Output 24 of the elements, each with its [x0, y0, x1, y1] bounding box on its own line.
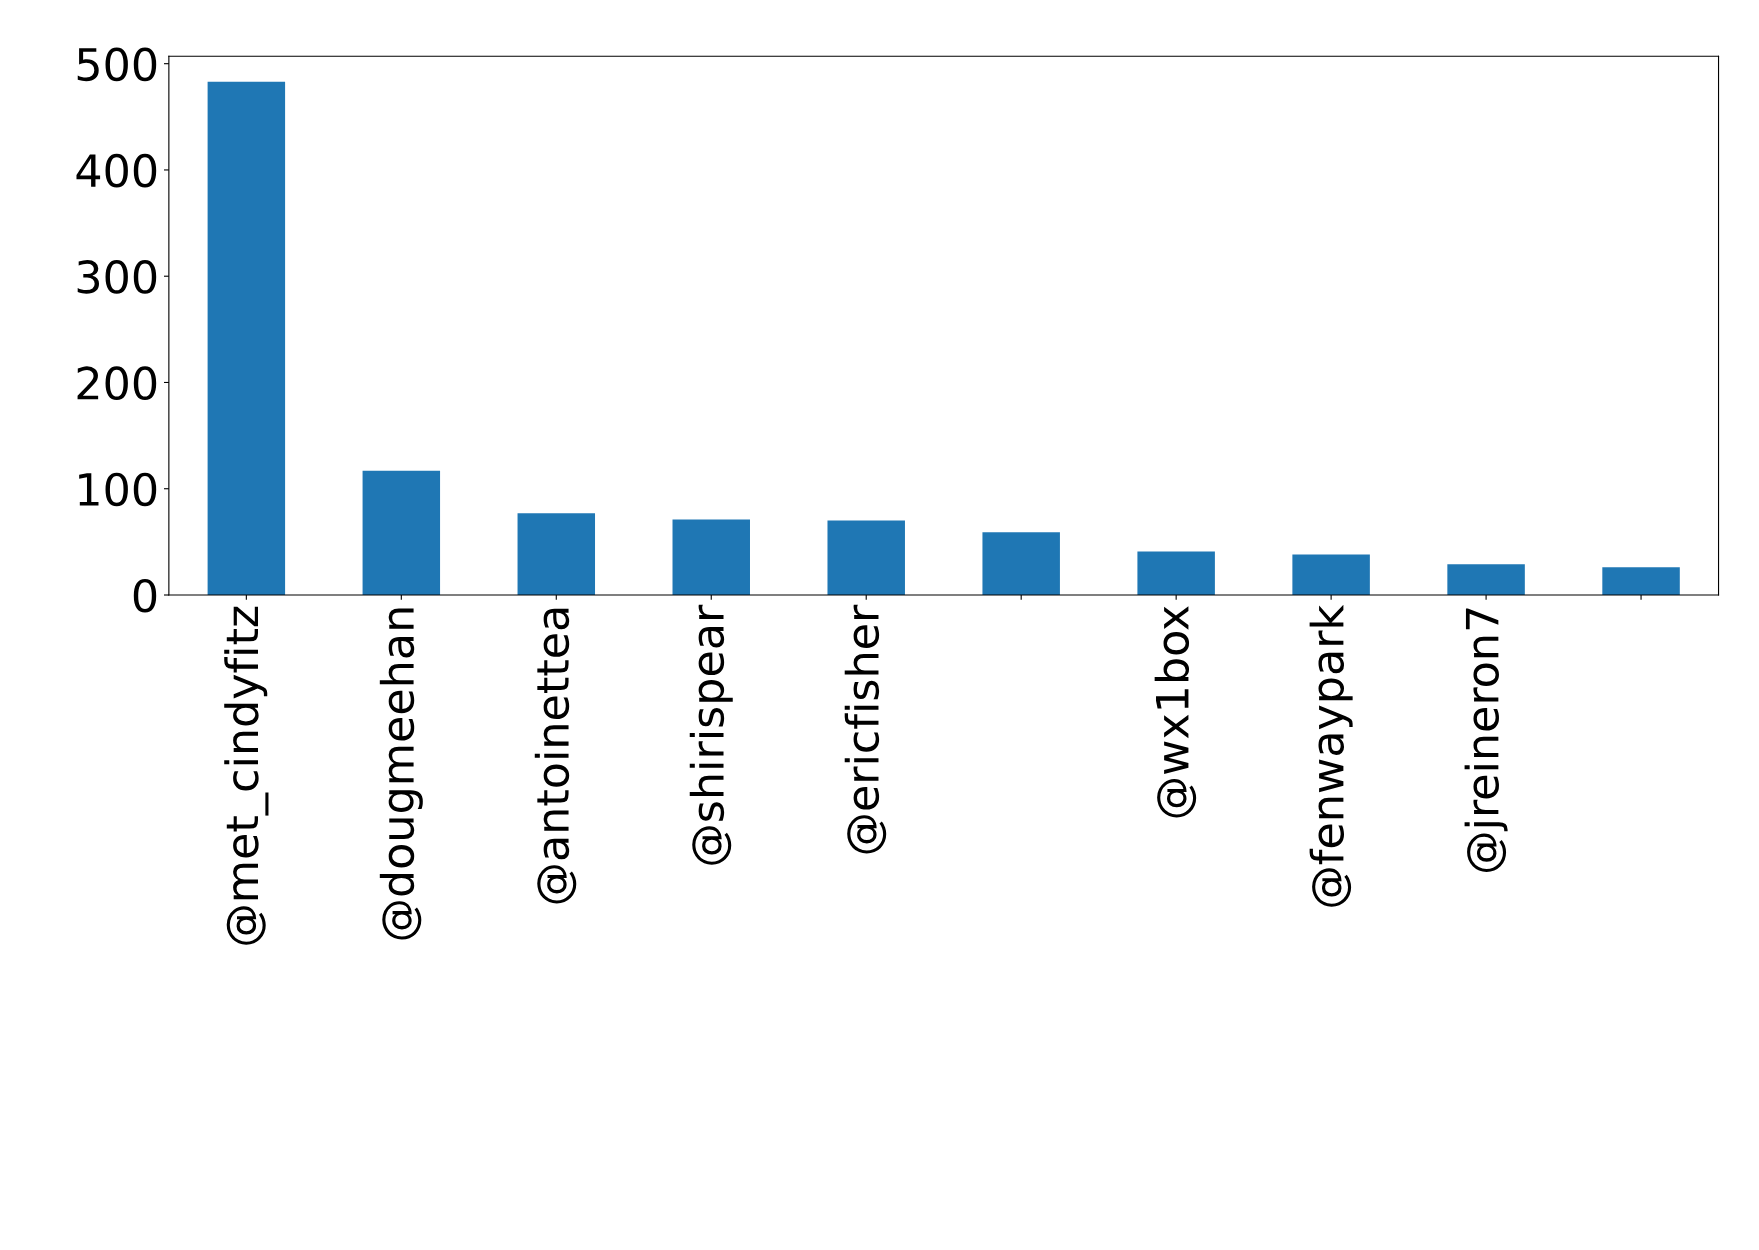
bar: [1137, 551, 1215, 595]
bar: [1602, 567, 1680, 595]
y-tick-label: 100: [79, 472, 157, 507]
y-tick-label: 500: [77, 47, 157, 82]
x-tick-label: @wx1box: [1154, 606, 1197, 818]
x-tick-label: @dougmeehan: [379, 608, 423, 940]
bar: [517, 513, 596, 595]
y-tick-label: 400: [76, 153, 157, 188]
x-tick-label: @met_cindyfitz: [224, 606, 269, 945]
x-tick-label: @ericfisher: [844, 604, 887, 854]
x-tick-label: @antoinettea: [534, 608, 577, 904]
y-tick-label: 0: [133, 578, 157, 613]
x-tick-label: @fenwaypark: [1309, 604, 1353, 907]
bar: [672, 519, 750, 595]
bar: [362, 470, 441, 595]
bar: [982, 532, 1060, 595]
y-tick-label: 300: [77, 260, 157, 294]
bar: [827, 520, 905, 595]
x-tick-label: @shirispear: [689, 604, 733, 865]
bar: [1447, 564, 1525, 595]
bar: [207, 81, 286, 595]
y-tick-label: 200: [77, 366, 157, 400]
x-tick-label: @jreineron7: [1464, 608, 1508, 872]
bar: [1292, 554, 1370, 595]
